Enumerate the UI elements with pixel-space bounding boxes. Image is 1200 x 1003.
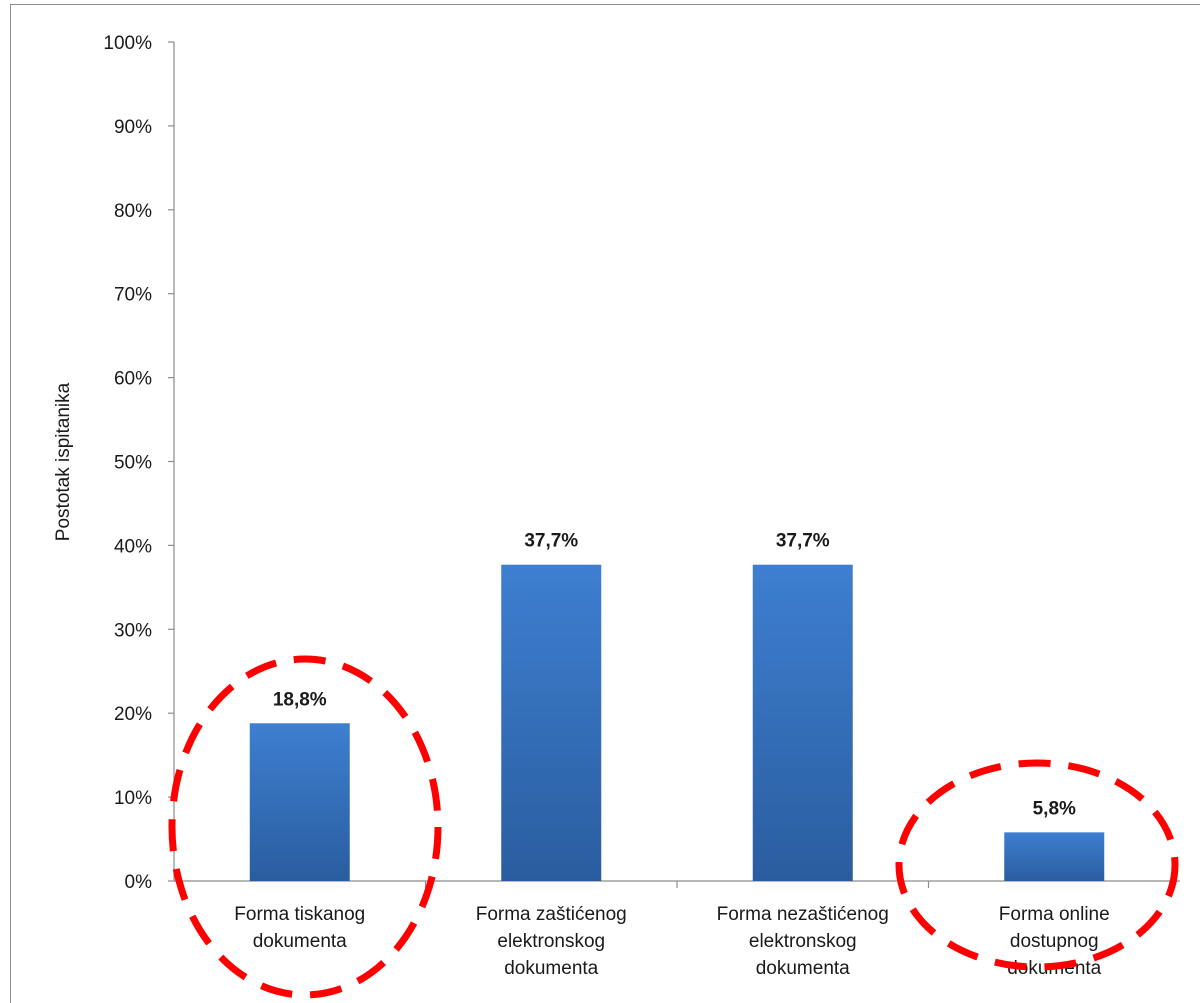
data-label: 37,7% <box>776 531 830 552</box>
y-tick-label: 80% <box>114 201 152 222</box>
y-axis-title: Postotak ispitanika <box>53 382 74 541</box>
y-tick-label: 70% <box>114 285 152 306</box>
y-tick-label: 30% <box>114 620 152 641</box>
y-tick-label: 90% <box>114 117 152 138</box>
bar <box>752 564 853 881</box>
y-tick-label: 0% <box>125 872 153 893</box>
y-tick-label: 50% <box>114 453 152 474</box>
x-category-label: Forma nezaštićenog elektronskog dokumenta <box>717 904 889 979</box>
bar <box>249 723 350 881</box>
bar <box>1004 832 1105 881</box>
data-label: 5,8% <box>1033 798 1076 819</box>
x-category-label: Forma tiskanog dokumenta <box>234 904 365 952</box>
highlight-circle <box>895 759 1179 971</box>
y-tick-label: 100% <box>103 33 152 54</box>
y-tick-label: 20% <box>114 704 152 725</box>
chart-frame <box>10 4 1200 1003</box>
data-label: 18,8% <box>273 689 327 710</box>
data-label: 37,7% <box>524 531 578 552</box>
y-tick-label: 10% <box>114 788 152 809</box>
x-category-label: Forma zaštićenog elektronskog dokumenta <box>476 904 627 979</box>
y-tick-label: 60% <box>114 369 152 390</box>
bar <box>501 564 602 881</box>
highlight-circle <box>168 655 442 999</box>
y-tick-label: 40% <box>114 536 152 557</box>
